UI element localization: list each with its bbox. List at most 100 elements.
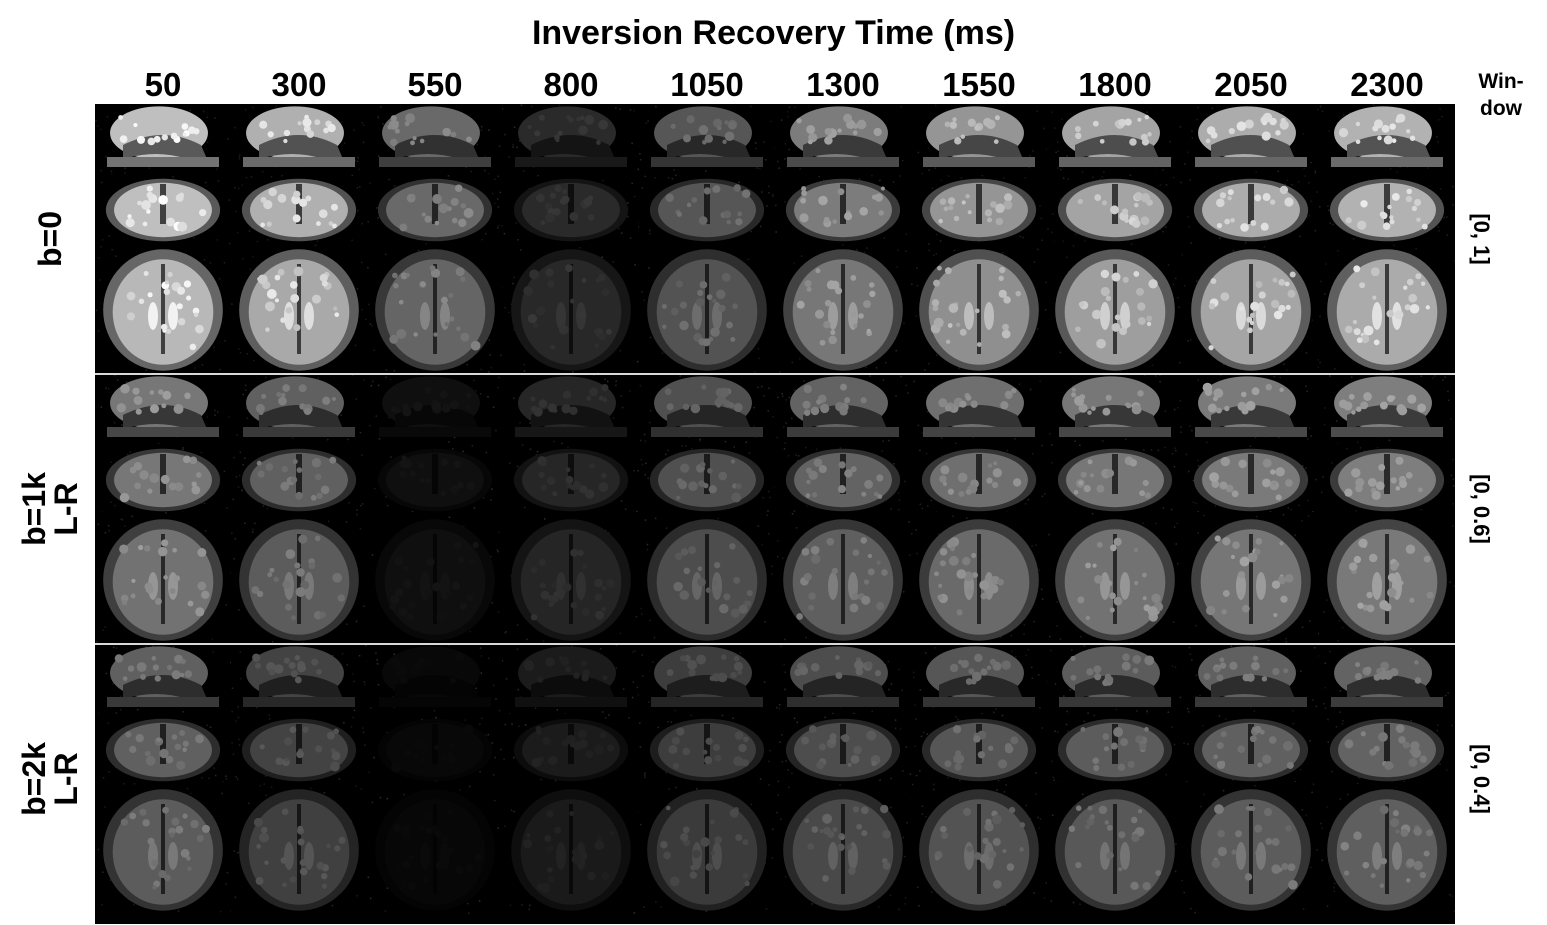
axial-slice-image <box>504 789 639 914</box>
image-cell <box>503 782 639 914</box>
axial-slice-image <box>1191 513 1319 643</box>
image-cell <box>367 242 503 374</box>
image-cell <box>1183 242 1319 374</box>
figure-title: Inversion Recovery Time (ms) <box>531 14 1016 52</box>
image-cell <box>639 714 775 782</box>
window-label: [0, 0.6] <box>1469 474 1494 544</box>
sagittal-slice-image <box>504 104 639 172</box>
image-cell <box>1183 444 1319 512</box>
image-cell <box>911 782 1047 914</box>
image-cell <box>503 714 639 782</box>
axial-slice-image <box>371 516 500 644</box>
sagittal-slice-image <box>1189 374 1312 444</box>
row-label: b=0 <box>32 210 68 268</box>
row-label: b=1k L-R <box>16 472 84 546</box>
axial-slice-image <box>1047 243 1183 374</box>
image-cell <box>911 374 1047 444</box>
image-cell <box>775 174 911 242</box>
sagittal-slice-image <box>1051 106 1182 174</box>
axial-slice-image <box>96 512 231 643</box>
axial-slice-image <box>1050 789 1183 911</box>
image-cell <box>775 444 911 512</box>
axial-slice-image <box>641 249 767 374</box>
image-cell <box>367 512 503 644</box>
coronal-slice-image <box>503 174 639 242</box>
sagittal-slice-image <box>100 374 230 444</box>
image-cell <box>1183 714 1319 782</box>
coronal-slice-image <box>367 175 503 242</box>
axial-slice-image <box>776 783 911 914</box>
axial-slice-image <box>231 513 365 644</box>
image-cell <box>1319 104 1455 174</box>
image-cell <box>231 782 367 914</box>
column-label: 1050 <box>670 66 744 103</box>
axial-slice-image <box>1183 242 1319 371</box>
sagittal-slice-image <box>95 106 229 174</box>
sagittal-slice-image <box>1323 375 1452 444</box>
block-separator <box>95 643 1455 645</box>
image-cell <box>503 444 639 512</box>
image-cell <box>1047 512 1183 644</box>
image-cell <box>95 104 231 174</box>
image-cell <box>231 714 367 782</box>
image-cell <box>1047 374 1183 444</box>
image-cell <box>775 782 911 914</box>
sagittal-slice-image <box>639 105 775 172</box>
column-label: 550 <box>407 66 463 103</box>
image-cell <box>231 644 367 714</box>
window-label: [0, 0.4] <box>1469 744 1494 814</box>
image-cell <box>95 714 231 782</box>
column-label: 2050 <box>1214 66 1288 103</box>
image-cell <box>95 374 231 444</box>
image-cell <box>911 714 1047 782</box>
coronal-slice-image <box>368 717 503 782</box>
image-cell <box>231 512 367 644</box>
coronal-slice-image <box>639 714 771 782</box>
coronal-slice-image <box>503 714 630 782</box>
coronal-slice-image <box>1319 178 1455 242</box>
sagittal-slice-image <box>513 374 639 444</box>
sagittal-slice-image <box>912 646 1047 714</box>
axial-slice-image <box>504 247 639 374</box>
coronal-slice-image <box>1320 446 1455 512</box>
image-cell <box>367 644 503 714</box>
sagittal-slice-image <box>369 644 503 712</box>
axial-slice-image <box>911 783 1047 911</box>
image-cell <box>1047 644 1183 714</box>
sagittal-slice-image <box>1323 644 1449 714</box>
coronal-slice-image <box>775 174 908 242</box>
image-cell <box>367 174 503 242</box>
image-cell <box>503 174 639 242</box>
image-cell <box>911 104 1047 174</box>
window-header: Win-dow <box>1455 68 1547 122</box>
sagittal-slice-image <box>505 644 639 714</box>
axial-slice-image <box>367 785 503 914</box>
coronal-slice-image <box>100 176 231 242</box>
sagittal-slice-image <box>1187 644 1319 713</box>
image-cell <box>1183 512 1319 644</box>
sagittal-slice-image <box>776 375 909 444</box>
image-cell <box>775 374 911 444</box>
image-cell <box>503 512 639 644</box>
image-cell <box>231 374 367 444</box>
axial-slice-image <box>779 244 907 373</box>
image-cell <box>231 444 367 512</box>
image-cell <box>1183 104 1319 174</box>
sagittal-slice-image <box>231 644 367 713</box>
sagittal-slice-image <box>1049 374 1182 443</box>
image-cell <box>1183 174 1319 242</box>
sagittal-slice-image <box>1183 106 1319 174</box>
image-cell <box>775 242 911 374</box>
image-cell <box>503 644 639 714</box>
window-label: [0, 1] <box>1469 213 1494 265</box>
image-block <box>95 104 1455 374</box>
sagittal-slice-image <box>641 646 766 712</box>
axial-slice-image <box>640 514 775 641</box>
sagittal-slice-image <box>97 645 231 714</box>
coronal-slice-image <box>232 448 364 512</box>
coronal-slice-image <box>374 445 493 512</box>
sagittal-slice-image <box>1050 645 1182 714</box>
coronal-slice-image <box>1183 715 1311 782</box>
image-cell <box>95 174 231 242</box>
axial-slice-image <box>95 242 231 372</box>
